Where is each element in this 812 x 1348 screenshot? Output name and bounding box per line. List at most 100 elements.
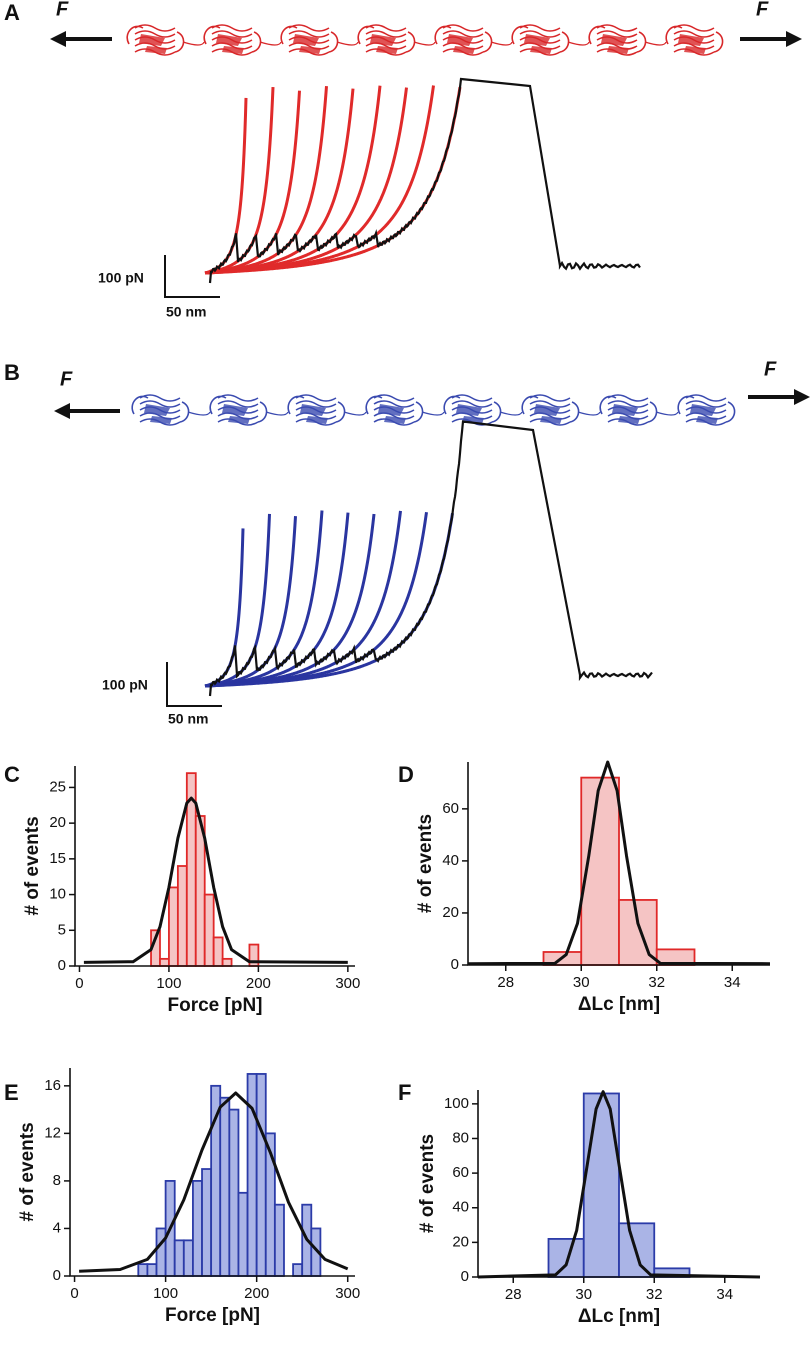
y-tick-label: 0 <box>451 956 459 973</box>
protein-domain <box>690 404 718 424</box>
bar <box>582 1092 620 1278</box>
protein-domain <box>601 34 629 54</box>
x-tick-label: 32 <box>646 1286 663 1303</box>
bar <box>547 1238 585 1278</box>
force-label: F <box>764 358 777 380</box>
y-tick-label: 0 <box>461 1268 469 1285</box>
bar <box>212 936 224 967</box>
bar <box>237 1191 249 1277</box>
wlc-fit <box>204 97 248 275</box>
scale-label: 50 nm <box>166 304 206 320</box>
x-axis-label: ΔLc [nm] <box>578 994 660 1015</box>
arrow-head <box>50 31 66 47</box>
y-tick-label: 20 <box>49 814 66 831</box>
x-tick-label: 34 <box>716 1286 733 1303</box>
y-tick-label: 100 <box>444 1095 469 1112</box>
bar <box>203 893 215 967</box>
bar <box>137 1263 149 1277</box>
axis-line <box>74 766 355 967</box>
y-axis-label: # of events <box>22 816 43 915</box>
x-tick-label: 300 <box>335 1285 360 1302</box>
y-tick-label: 20 <box>452 1233 469 1250</box>
y-tick-label: 40 <box>442 852 459 869</box>
panel-label: D <box>398 762 414 787</box>
fit-curve <box>477 1090 761 1279</box>
panel-label: E <box>4 1080 19 1105</box>
bar <box>201 1168 213 1277</box>
protein-domain <box>139 34 167 54</box>
panel-label: A <box>4 0 20 25</box>
x-tick-label: 28 <box>497 974 514 991</box>
linker <box>490 41 513 46</box>
linker <box>499 411 523 416</box>
y-tick-label: 16 <box>44 1077 61 1094</box>
x-tick-label: 0 <box>70 1285 78 1302</box>
protein-domain <box>524 34 552 54</box>
y-tick-label: 4 <box>53 1219 61 1236</box>
y-tick-label: 0 <box>58 957 66 974</box>
y-tick-label: 80 <box>452 1129 469 1146</box>
protein-domain <box>612 404 640 424</box>
wlc-fit <box>205 88 355 275</box>
y-tick-label: 5 <box>58 921 66 938</box>
wlc-fit <box>204 513 271 688</box>
protein-domain <box>534 404 562 424</box>
y-axis-label: # of events <box>415 814 436 913</box>
panel-label: C <box>4 762 20 787</box>
x-tick-label: 34 <box>724 974 741 991</box>
bar <box>168 886 179 967</box>
protein-domain <box>370 34 398 54</box>
linker <box>336 41 359 46</box>
x-tick-label: 30 <box>573 974 590 991</box>
linker <box>259 41 282 46</box>
scale-label: 100 pN <box>98 270 144 286</box>
arrow-head <box>794 389 810 405</box>
y-tick-label: 12 <box>44 1124 61 1141</box>
x-tick-label: 200 <box>246 975 271 992</box>
bar <box>182 1239 194 1277</box>
x-tick-label: 100 <box>156 975 181 992</box>
force-trace <box>208 77 641 284</box>
protein-domain <box>293 34 321 54</box>
x-tick-label: 32 <box>648 974 665 991</box>
y-tick-label: 0 <box>53 1267 61 1284</box>
bar <box>221 957 233 967</box>
wlc-fit <box>204 87 275 275</box>
y-axis-label: # of events <box>17 1122 38 1221</box>
scale-label: 50 nm <box>168 711 208 727</box>
wlc-fit <box>204 528 245 688</box>
linker <box>187 411 211 416</box>
x-axis-label: ΔLc [nm] <box>578 1306 660 1327</box>
bar <box>273 1203 285 1277</box>
arrow-head <box>786 31 802 47</box>
x-tick-label: 0 <box>75 975 83 992</box>
force-traces <box>126 24 736 697</box>
bar <box>155 1227 167 1277</box>
protein-domain <box>144 404 172 424</box>
linker <box>577 411 601 416</box>
force-label: F <box>56 0 69 20</box>
x-axis-label: Force [pN] <box>168 995 263 1016</box>
x-tick-label: 30 <box>575 1286 592 1303</box>
linker <box>413 41 436 46</box>
y-tick-label: 20 <box>442 904 459 921</box>
protein-domain <box>222 404 250 424</box>
linker <box>265 411 289 416</box>
fit-curve <box>79 1091 349 1273</box>
y-axis-label: # of events <box>417 1134 438 1233</box>
x-tick-label: 100 <box>153 1285 178 1302</box>
linker <box>644 41 667 46</box>
bar <box>292 1263 304 1277</box>
y-tick-label: 40 <box>452 1199 469 1216</box>
bar <box>228 1108 240 1277</box>
protein-domain <box>456 404 484 424</box>
protein-domain <box>300 404 328 424</box>
x-tick-label: 28 <box>505 1286 522 1303</box>
protein-domain <box>378 404 406 424</box>
wlc-fit <box>205 85 435 275</box>
panel-label: B <box>4 360 20 385</box>
x-axis-label: Force [pN] <box>165 1305 260 1326</box>
scale-bar <box>164 255 220 298</box>
y-tick-label: 15 <box>49 850 66 867</box>
protein-domain <box>447 34 475 54</box>
